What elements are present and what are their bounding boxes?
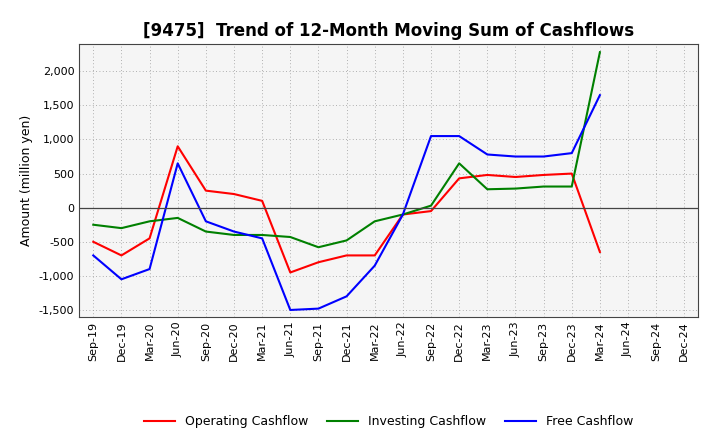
Operating Cashflow — [370, 253, 379, 258]
Operating Cashflow — [314, 260, 323, 265]
Investing Cashflow — [89, 222, 98, 227]
Operating Cashflow — [483, 172, 492, 178]
Free Cashflow — [399, 212, 408, 217]
Operating Cashflow — [595, 249, 604, 255]
Free Cashflow — [89, 253, 98, 258]
Operating Cashflow — [567, 171, 576, 176]
Operating Cashflow — [174, 143, 182, 149]
Free Cashflow — [314, 306, 323, 311]
Free Cashflow — [117, 277, 126, 282]
Operating Cashflow — [117, 253, 126, 258]
Legend: Operating Cashflow, Investing Cashflow, Free Cashflow: Operating Cashflow, Investing Cashflow, … — [139, 411, 639, 433]
Investing Cashflow — [427, 203, 436, 208]
Free Cashflow — [483, 152, 492, 157]
Investing Cashflow — [595, 50, 604, 55]
Free Cashflow — [427, 133, 436, 139]
Free Cashflow — [455, 133, 464, 139]
Investing Cashflow — [539, 184, 548, 189]
Free Cashflow — [145, 266, 154, 271]
Free Cashflow — [595, 92, 604, 98]
Investing Cashflow — [567, 184, 576, 189]
Line: Investing Cashflow: Investing Cashflow — [94, 52, 600, 247]
Free Cashflow — [539, 154, 548, 159]
Operating Cashflow — [342, 253, 351, 258]
Investing Cashflow — [455, 161, 464, 166]
Y-axis label: Amount (million yen): Amount (million yen) — [20, 115, 33, 246]
Title: [9475]  Trend of 12-Month Moving Sum of Cashflows: [9475] Trend of 12-Month Moving Sum of C… — [143, 22, 634, 40]
Investing Cashflow — [258, 232, 266, 238]
Operating Cashflow — [539, 172, 548, 178]
Free Cashflow — [511, 154, 520, 159]
Investing Cashflow — [399, 212, 408, 217]
Operating Cashflow — [258, 198, 266, 203]
Free Cashflow — [258, 236, 266, 241]
Line: Operating Cashflow: Operating Cashflow — [94, 146, 600, 272]
Operating Cashflow — [286, 270, 294, 275]
Free Cashflow — [174, 161, 182, 166]
Free Cashflow — [202, 219, 210, 224]
Operating Cashflow — [427, 209, 436, 214]
Investing Cashflow — [342, 238, 351, 243]
Investing Cashflow — [117, 225, 126, 231]
Operating Cashflow — [145, 236, 154, 241]
Free Cashflow — [370, 263, 379, 268]
Investing Cashflow — [230, 232, 238, 238]
Investing Cashflow — [174, 215, 182, 220]
Operating Cashflow — [511, 174, 520, 180]
Investing Cashflow — [511, 186, 520, 191]
Investing Cashflow — [483, 187, 492, 192]
Operating Cashflow — [89, 239, 98, 244]
Free Cashflow — [342, 294, 351, 299]
Investing Cashflow — [145, 219, 154, 224]
Operating Cashflow — [455, 176, 464, 181]
Free Cashflow — [286, 307, 294, 312]
Operating Cashflow — [399, 212, 408, 217]
Free Cashflow — [567, 150, 576, 156]
Investing Cashflow — [286, 235, 294, 240]
Investing Cashflow — [314, 245, 323, 250]
Operating Cashflow — [230, 191, 238, 197]
Free Cashflow — [230, 229, 238, 234]
Investing Cashflow — [202, 229, 210, 234]
Line: Free Cashflow: Free Cashflow — [94, 95, 600, 310]
Investing Cashflow — [370, 219, 379, 224]
Operating Cashflow — [202, 188, 210, 193]
